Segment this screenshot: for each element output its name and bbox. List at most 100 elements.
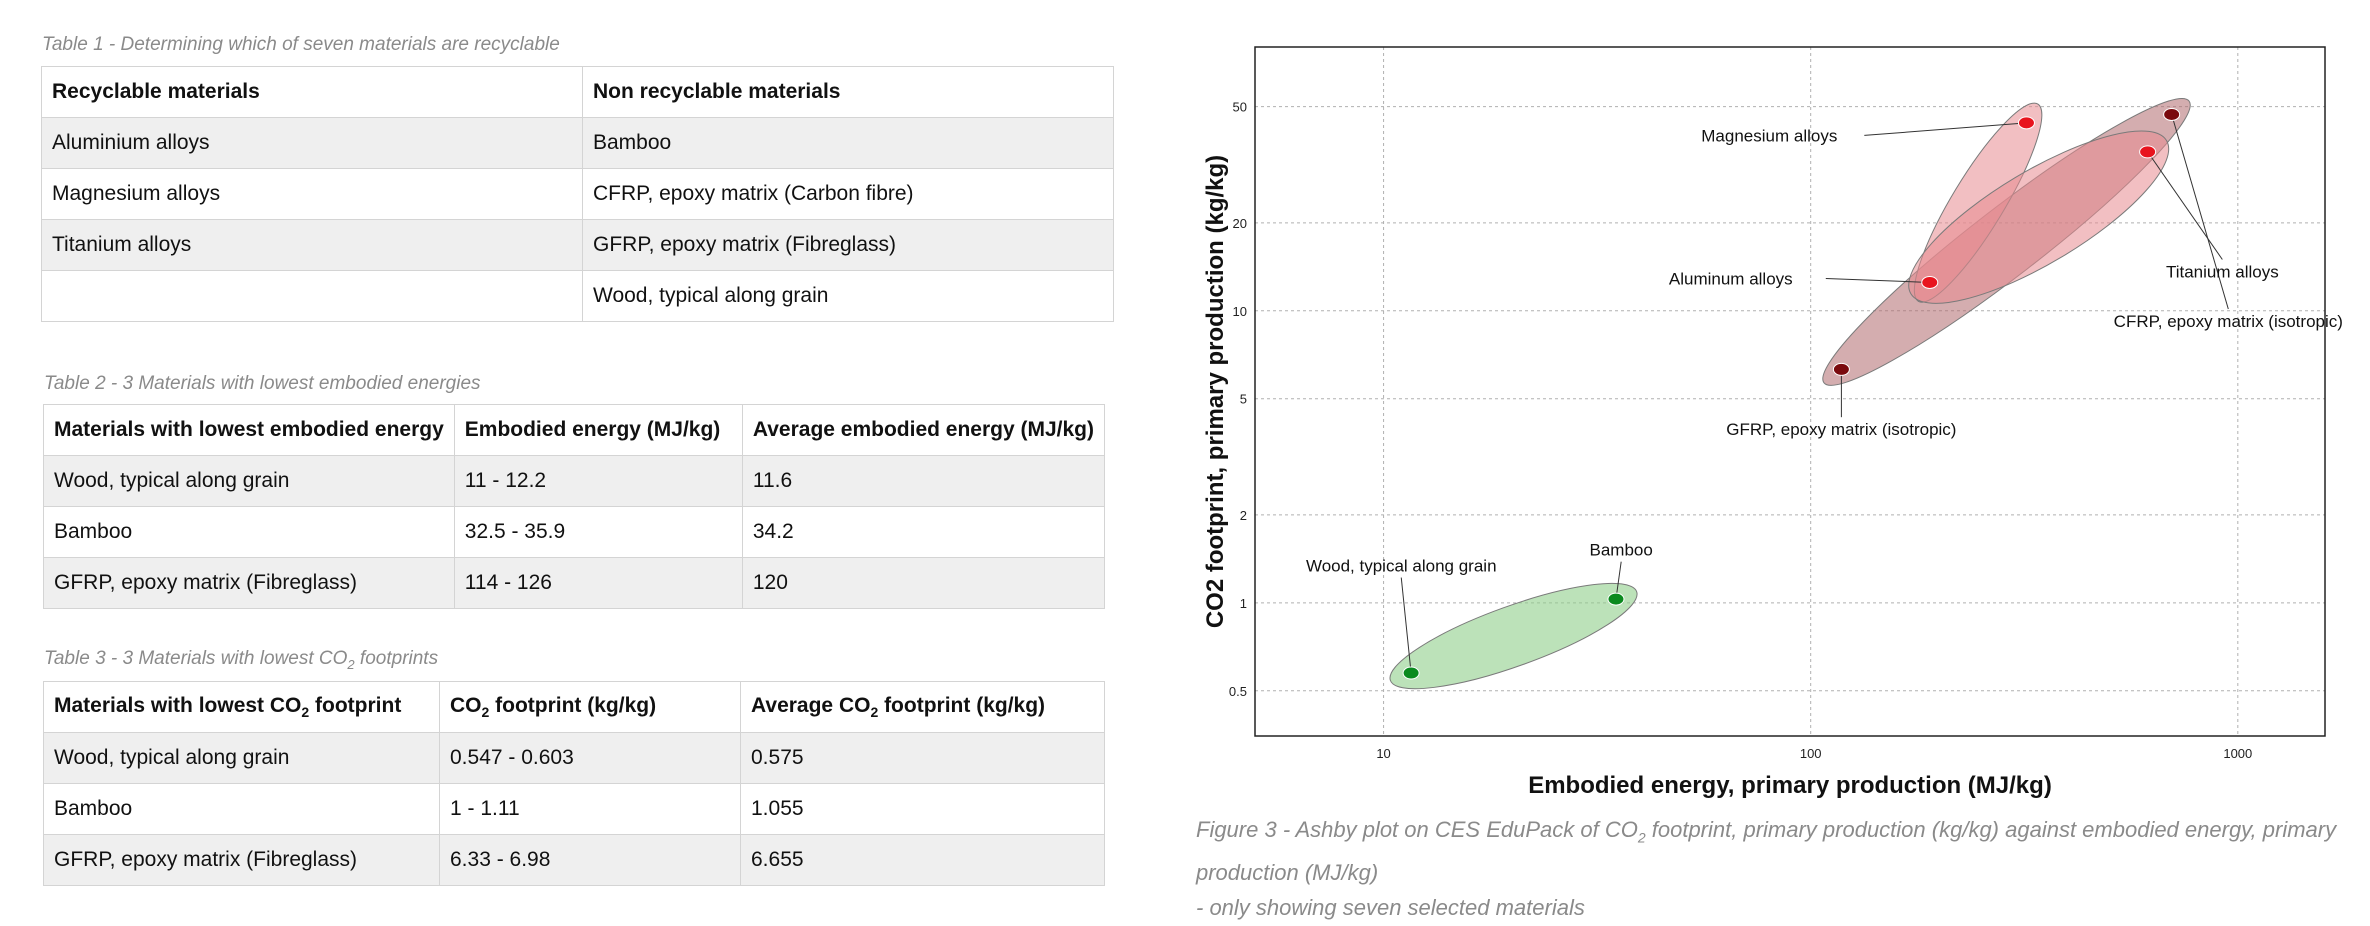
- header-text: Average CO: [751, 693, 871, 717]
- caption-text: footprint, primary production (kg/kg) ag…: [1196, 817, 2337, 886]
- header-cell: Materials with lowest embodied energy: [43, 404, 455, 456]
- leader-line: [2147, 151, 2223, 260]
- figure-caption: Figure 3 - Ashby plot on CES EduPack of …: [1196, 812, 2356, 925]
- header-cell: Materials with lowest CO2 footprint: [43, 681, 440, 733]
- table-cell: 114 - 126: [453, 557, 743, 609]
- label-layer: Magnesium alloys Aluminum alloys Titanium …: [1306, 126, 2343, 575]
- embodied-energy-table: Materials with lowest embodied energy Em…: [43, 404, 1106, 609]
- table-cell: 11.6: [741, 455, 1106, 507]
- table-row: Aluminium alloys Bamboo: [41, 117, 1114, 169]
- caption-line2: - only showing seven selected materials: [1196, 895, 1585, 921]
- natural-materials-envelope: [1389, 582, 1638, 690]
- header-text: footprint (kg/kg): [878, 693, 1046, 717]
- header-cell: Average embodied energy (MJ/kg): [741, 404, 1106, 456]
- leader-line: [1825, 278, 1930, 283]
- table-cell: Wood, typical along grain: [43, 455, 455, 507]
- point-label: Bamboo: [1590, 541, 1653, 560]
- header-cell: Non recyclable materials: [582, 66, 1114, 118]
- table-header-row: Recyclable materials Non recyclable mate…: [41, 66, 1114, 118]
- y-tick-label: 1: [1240, 596, 1247, 611]
- table-cell: Bamboo: [43, 506, 455, 558]
- table-cell: 11 - 12.2: [453, 455, 743, 507]
- data-point: [2139, 145, 2157, 159]
- header-text: Materials with lowest CO: [54, 693, 302, 717]
- table-cell: GFRP, epoxy matrix (Fibreglass): [582, 219, 1114, 271]
- y-axis-label: CO2 footprint, primary production (kg/kg…: [1202, 155, 1229, 628]
- data-point: [2017, 116, 2035, 130]
- table-cell: Aluminium alloys: [41, 117, 583, 169]
- caption-text: footprints: [354, 648, 439, 669]
- table-cell: GFRP, epoxy matrix (Fibreglass): [43, 834, 440, 886]
- table-row: GFRP, epoxy matrix (Fibreglass) 6.33 - 6…: [43, 834, 1105, 886]
- table-header-row: Materials with lowest CO2 footprint CO2 …: [43, 681, 1105, 733]
- table-row: Bamboo 1 - 1.11 1.055: [43, 783, 1105, 835]
- table-cell: Magnesium alloys: [41, 168, 583, 220]
- header-cell: Embodied energy (MJ/kg): [453, 404, 743, 456]
- leader-layer: [1400, 114, 2229, 674]
- table-cell: Wood, typical along grain: [43, 732, 440, 784]
- y-tick-label: 2: [1240, 508, 1247, 523]
- y-tick-label: 50: [1233, 100, 1247, 115]
- table-row: Wood, typical along grain 11 - 12.2 11.6: [43, 455, 1106, 507]
- table-cell: 1 - 1.11: [439, 783, 741, 835]
- data-point: [1832, 362, 1850, 376]
- x-axis-label: Embodied energy, primary production (MJ/…: [1528, 772, 2052, 799]
- table-row: GFRP, epoxy matrix (Fibreglass) 114 - 12…: [43, 557, 1106, 609]
- table-cell: 32.5 - 35.9: [453, 506, 743, 558]
- metals-envelope: [1908, 130, 2170, 304]
- table-cell: Bamboo: [43, 783, 440, 835]
- plot-frame: [1254, 46, 2326, 737]
- y-tick-label: 10: [1233, 304, 1247, 319]
- x-tick-label: 10: [1376, 746, 1390, 761]
- data-point: [1402, 666, 1420, 680]
- table3-caption: Table 3 - 3 Materials with lowest CO2 fo…: [44, 648, 438, 672]
- point-label: Titanium alloys: [2166, 262, 2279, 281]
- ashby-plot: 10 100 1000 0.5 1 2 5 10 20 50 Magnesium alloys Al…: [1202, 46, 2343, 799]
- header-cell: Average CO2 footprint (kg/kg): [740, 681, 1105, 733]
- y-tick-label: 0.5: [1229, 684, 1247, 699]
- point-layer: [1402, 107, 2181, 680]
- leader-line: [1864, 122, 2027, 136]
- table-cell: Titanium alloys: [41, 219, 583, 271]
- caption-subscript: 2: [347, 656, 355, 672]
- table-header-row: Materials with lowest embodied energy Em…: [43, 404, 1106, 456]
- table-row: Wood, typical along grain 0.547 - 0.603 …: [43, 732, 1105, 784]
- table-cell: 0.547 - 0.603: [439, 732, 741, 784]
- table-cell: Bamboo: [582, 117, 1114, 169]
- x-tick-label: 1000: [2223, 746, 2252, 761]
- y-tick-label: 20: [1233, 216, 1247, 231]
- header-cell: CO2 footprint (kg/kg): [439, 681, 741, 733]
- point-label: Magnesium alloys: [1701, 126, 1837, 145]
- data-point: [1607, 592, 1625, 606]
- table-cell: 120: [741, 557, 1106, 609]
- point-label: GFRP, epoxy matrix (isotropic): [1726, 420, 1956, 439]
- table2-caption: Table 2 - 3 Materials with lowest embodi…: [44, 373, 481, 394]
- recyclable-table: Recyclable materials Non recyclable mate…: [41, 66, 1114, 322]
- caption-text: Figure 3 - Ashby plot on CES EduPack of …: [1196, 817, 1638, 842]
- table-cell: 6.33 - 6.98: [439, 834, 741, 886]
- data-point: [1921, 275, 1939, 289]
- leader-line: [1400, 577, 1412, 674]
- table-row: Titanium alloys GFRP, epoxy matrix (Fibr…: [41, 219, 1114, 271]
- point-label: CFRP, epoxy matrix (isotropic): [2114, 312, 2343, 331]
- table-row: Magnesium alloys CFRP, epoxy matrix (Car…: [41, 168, 1114, 220]
- table-cell: 34.2: [741, 506, 1106, 558]
- point-label: Aluminum alloys: [1669, 270, 1793, 289]
- header-text: footprint (kg/kg): [489, 693, 657, 717]
- caption-subscript: 2: [1637, 829, 1646, 846]
- header-cell: Recyclable materials: [41, 66, 583, 118]
- table-cell: 6.655: [740, 834, 1105, 886]
- point-label: Wood, typical along grain: [1306, 557, 1497, 576]
- data-point: [2163, 107, 2181, 121]
- header-subscript: 2: [870, 704, 879, 721]
- table-row: Wood, typical along grain: [41, 270, 1114, 322]
- envelope-layer: [1389, 97, 2191, 690]
- table-row: Bamboo 32.5 - 35.9 34.2: [43, 506, 1106, 558]
- header-text: CO: [450, 693, 482, 717]
- x-tick-label: 100: [1800, 746, 1822, 761]
- header-subscript: 2: [481, 704, 490, 721]
- table-cell: GFRP, epoxy matrix (Fibreglass): [43, 557, 455, 609]
- y-tick-label: 5: [1240, 392, 1247, 407]
- table-cell: 0.575: [740, 732, 1105, 784]
- table1-caption: Table 1 - Determining which of seven mat…: [42, 34, 560, 55]
